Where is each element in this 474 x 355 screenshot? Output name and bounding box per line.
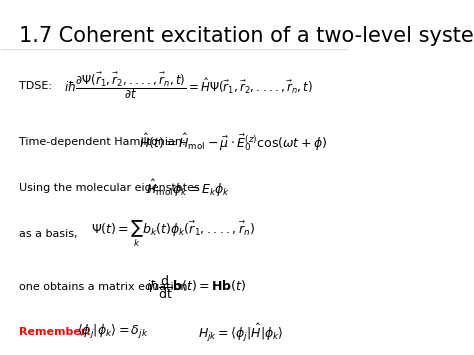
Text: $i\hbar\dfrac{\mathrm{d}}{\mathrm{dt}}\mathbf{b}(t) = \mathbf{H}\mathbf{b}(t)$: $i\hbar\dfrac{\mathrm{d}}{\mathrm{dt}}\m… [146,273,247,301]
Text: Using the molecular eigenstates: Using the molecular eigenstates [18,183,200,193]
Text: Remember:: Remember: [18,327,91,338]
Text: TDSE:: TDSE: [18,81,52,91]
Text: one obtains a matrix equation:: one obtains a matrix equation: [18,282,191,292]
Text: $ i\hbar\dfrac{\partial\Psi(\vec{r}_1,\vec{r}_2,....,\vec{r}_n,t)}{\partial t} =: $ i\hbar\dfrac{\partial\Psi(\vec{r}_1,\v… [64,71,312,101]
Text: $\hat{H}(t) = \hat{H}_{\mathrm{mol}} - \vec{\mu}\cdot\vec{E}_0^{(z)}\cos(\omega : $\hat{H}(t) = \hat{H}_{\mathrm{mol}} - \… [139,131,328,153]
Text: $\Psi(t) = \sum_{k} b_k(t)\phi_k(\vec{r}_1,....,\vec{r}_n)$: $\Psi(t) = \sum_{k} b_k(t)\phi_k(\vec{r}… [91,219,255,249]
Text: $\hat{H}_{\mathrm{mol}}\phi_k = E_k\phi_k$: $\hat{H}_{\mathrm{mol}}\phi_k = E_k\phi_… [146,178,230,198]
Text: 1.7 Coherent excitation of a two-level system: 1.7 Coherent excitation of a two-level s… [18,26,474,46]
Text: as a basis,: as a basis, [18,229,77,239]
Text: $H_{jk} = \langle\phi_j|\hat{H}|\phi_k\rangle$: $H_{jk} = \langle\phi_j|\hat{H}|\phi_k\r… [198,321,284,344]
Text: Time-dependent Hamiltonian:: Time-dependent Hamiltonian: [18,137,185,147]
Text: $\langle\phi_j|\phi_k\rangle = \delta_{jk}$: $\langle\phi_j|\phi_k\rangle = \delta_{j… [77,323,149,342]
